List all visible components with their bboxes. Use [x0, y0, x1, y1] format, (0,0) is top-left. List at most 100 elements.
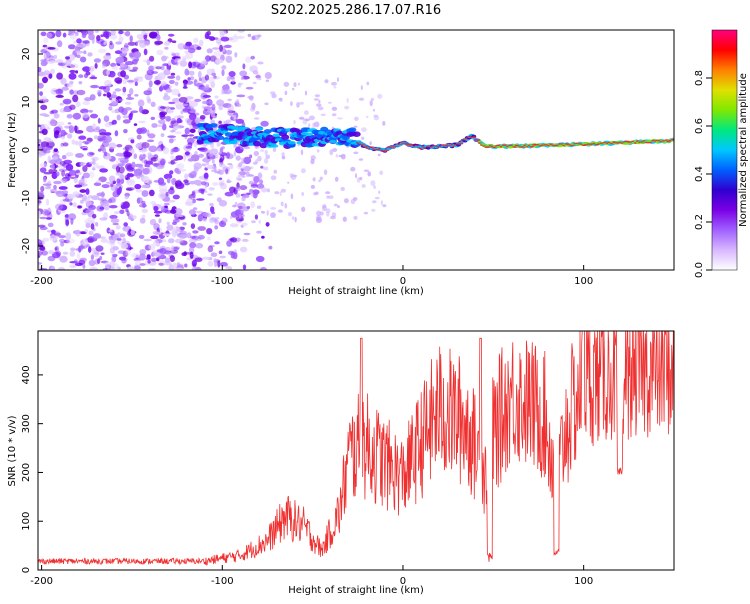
spectrogram-noise-cell: [284, 203, 288, 209]
spectrogram-noise-cell: [53, 184, 57, 190]
spectrogram-noise-cell: [138, 166, 145, 172]
spectrogram-noise-cell: [160, 143, 164, 151]
spectrogram-noise-cell: [239, 214, 242, 219]
spectrogram-noise-cell: [363, 169, 369, 172]
spectrogram-noise-cell: [136, 197, 141, 204]
spectrogram-noise-cell: [113, 211, 121, 215]
spectrogram-noise-cell: [48, 73, 53, 79]
spectrogram-noise-cell: [373, 114, 379, 118]
spectrogram-noise-cell: [184, 182, 190, 186]
spectrogram-noise-cell: [116, 114, 121, 121]
spectrogram-noise-cell: [160, 133, 165, 138]
spectrogram-noise-cell: [174, 81, 179, 86]
spectrogram-noise-cell: [180, 110, 184, 115]
spectrogram-noise-cell: [79, 44, 87, 48]
spectrogram-noise-cell: [166, 221, 170, 226]
spectrogram-noise-cell: [346, 97, 349, 104]
spectrogram-noise-cell: [88, 109, 93, 113]
spectrogram-noise-cell: [210, 252, 218, 257]
spectrogram-noise-cell: [196, 198, 205, 201]
spectrogram-noise-cell: [116, 183, 122, 186]
spectrogram-noise-cell: [53, 232, 62, 236]
spectrogram-noise-cell: [372, 108, 376, 112]
spectrogram-noise-cell: [184, 173, 189, 180]
spectrogram-noise-cell: [265, 79, 270, 82]
spectrogram-noise-cell: [58, 186, 68, 190]
spectrogram-noise-cell: [155, 66, 162, 70]
spectrogram-noise-cell: [353, 125, 358, 128]
spectrogram-noise-cell: [97, 258, 101, 264]
spectrogram-noise-cell: [313, 121, 320, 128]
spectrogram-noise-cell: [122, 78, 127, 85]
spectrogram-noise-cell: [159, 111, 168, 116]
spectrogram-noise-cell: [219, 255, 226, 259]
spectrogram-noise-cell: [108, 229, 113, 233]
spectrogram-noise-cell: [38, 200, 42, 204]
spectrogram-noise-cell: [126, 173, 135, 178]
spectrogram-noise-cell: [147, 98, 152, 104]
spectrogram-noise-cell: [97, 91, 102, 95]
spectrogram-noise-cell: [103, 115, 110, 122]
spectrogram-noise-cell: [106, 92, 112, 98]
spectrogram-noise-cell: [147, 139, 155, 143]
spectrogram-noise-cell: [380, 200, 383, 206]
spectrogram-noise-cell: [170, 51, 175, 55]
spectrogram-noise-cell: [148, 65, 155, 72]
spectrogram-noise-cell: [174, 57, 182, 64]
spectrogram-noise-cell: [197, 234, 205, 240]
spectrogram-noise-cell: [102, 59, 111, 67]
spectrogram-noise-cell: [139, 41, 147, 48]
spectrogram-noise-cell: [238, 82, 244, 85]
spectrogram-noise-cell: [123, 129, 128, 134]
spectrogram-noise-cell: [291, 216, 295, 220]
spectrogram-noise-cell: [238, 162, 242, 168]
snr-y-tick-label: 400: [21, 365, 32, 384]
spectrogram-noise-cell: [172, 147, 180, 153]
spectrogram-noise-cell: [55, 171, 60, 177]
spectrogram-noise-cell: [78, 182, 84, 185]
spectrogram-noise-cell: [290, 101, 293, 106]
spectrogram-noise-cell: [119, 209, 125, 215]
spectrogram-noise-cell: [61, 155, 67, 160]
spectrogram-noise-cell: [147, 87, 152, 94]
spectrogram-noise-cell: [255, 255, 265, 263]
spectrogram-noise-cell: [243, 165, 252, 172]
spectrogram-noise-cell: [293, 82, 297, 87]
spectrogram-noise-cell: [65, 56, 70, 60]
spectrogram-noise-cell: [117, 71, 123, 77]
spectrogram-noise-cell: [90, 223, 95, 230]
spectrogram-noise-cell: [216, 99, 225, 106]
spectrogram-noise-cell: [103, 212, 109, 220]
spectrogram-noise-cell: [120, 70, 126, 78]
spectrogram-noise-cell: [122, 115, 129, 119]
spectrogram-noise-cell: [87, 236, 95, 243]
spectrogram-noise-cell: [141, 184, 150, 189]
spectrogram-noise-cell: [261, 235, 265, 239]
spectrogram-noise-cell: [53, 54, 58, 60]
spectrogram-noise-cell: [68, 213, 77, 221]
spectrogram-noise-cell: [38, 210, 41, 218]
spectrogram-noise-cell: [43, 70, 51, 76]
spectrogram-x-ticks: -200 -100 0 100: [30, 265, 593, 287]
spectrogram-noise-cell: [230, 81, 236, 85]
snr-x-ticks: -200 -100 0 100: [30, 565, 593, 587]
spectrogram-noise-cell: [184, 151, 190, 156]
spectrogram-noise-cell: [184, 68, 189, 76]
spectrogram-noise-cell: [97, 48, 107, 54]
spectrogram-noise-cell: [360, 85, 363, 90]
spectrogram-noise-cell: [179, 60, 188, 67]
spectrogram-noise-cell: [192, 170, 198, 176]
spectrogram-noise-cell: [174, 208, 183, 215]
spectrogram-noise-cell: [287, 212, 293, 217]
spectrogram-noise-cell: [97, 117, 101, 124]
spectrogram-noise-cell: [248, 154, 251, 157]
spectrogram-noise-cell: [124, 107, 132, 111]
spectrogram-noise-cell: [77, 205, 82, 209]
spectrogram-noise-cell: [112, 246, 119, 251]
spectrogram-noise-cell: [85, 188, 90, 195]
spectrogram-noise-cell: [181, 134, 189, 137]
spectrogram-noise-cell: [68, 44, 76, 50]
spectrogram-noise-cell: [68, 54, 76, 61]
spectrogram-noise-cell: [159, 114, 166, 120]
spectrogram-noise-cell: [308, 123, 311, 129]
